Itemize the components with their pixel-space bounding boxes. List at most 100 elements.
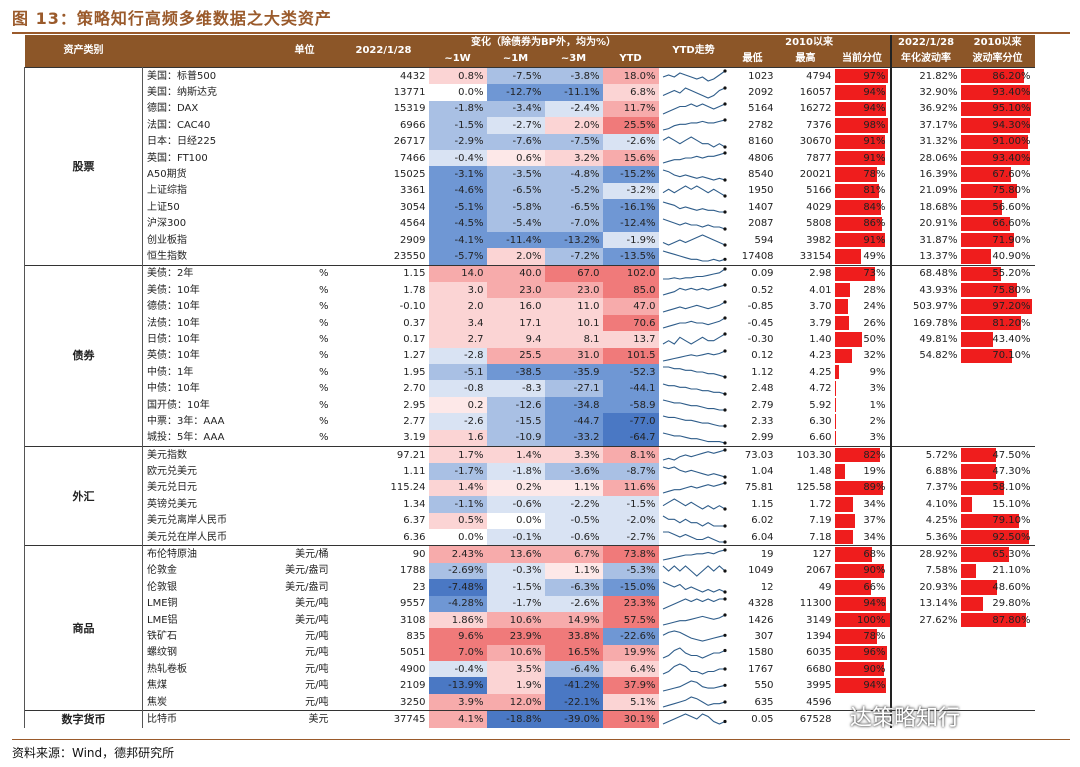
volatility-percentile-value: 67.60% [992, 169, 1031, 181]
asset-name: LME铜 [147, 598, 178, 610]
volatility-percentile-cell: 75.80% [960, 183, 1035, 199]
annual-volatility: 503.97% [889, 298, 961, 315]
unit-cell: % [318, 432, 329, 444]
sparkline-line [662, 201, 725, 213]
ytd-trend-cell [659, 166, 729, 182]
change-3m: 10.1 [544, 314, 603, 332]
percentile-value: 78% [863, 169, 886, 181]
max-since-2010: 33154 [799, 250, 832, 262]
volatility-percentile-bar [960, 283, 1017, 298]
max-since-2010: 30670 [799, 136, 832, 148]
col-asset: 资产类别 [24, 35, 143, 68]
change-3m: 1.1% [544, 479, 603, 497]
annual-volatility [889, 628, 961, 645]
change-1w: 1.6 [428, 429, 487, 447]
latest-value: 835 [406, 630, 426, 642]
min-since-2010: -0.30 [747, 333, 774, 345]
change-3m: 11.0 [544, 298, 603, 315]
volatility-percentile-cell: 79.10% [960, 513, 1035, 529]
min-since-2010: 1407 [748, 201, 774, 213]
latest-value: 3054 [400, 201, 426, 213]
latest-value: 6966 [400, 119, 426, 131]
change-1m: -2.7% [486, 117, 545, 134]
sparkline-line [662, 482, 725, 494]
change-3m: 14.9% [544, 611, 603, 629]
percentile-value: 91% [863, 152, 886, 164]
min-since-2010: 6.04 [751, 531, 774, 543]
max-since-2010: 3995 [806, 680, 832, 692]
volatility-percentile-bar [960, 596, 983, 611]
unit-cell: % [318, 415, 329, 427]
volatility-percentile-cell: 21.10% [960, 563, 1035, 579]
change-ytd: 18.0% [602, 67, 659, 85]
annual-volatility: 169.78% [889, 314, 961, 332]
sparkline-line [662, 465, 725, 478]
latest-value: 2909 [400, 234, 426, 246]
annual-volatility: 21.82% [889, 67, 961, 85]
table-row: 城投：5年：AAA% 3.19 1.6 -10.9 -33.2 -64.7 2.99 6.60… [25, 429, 1080, 447]
sparkline-end-dot [722, 316, 727, 320]
change-3m: -7.0% [544, 215, 603, 232]
sparkline-line [662, 647, 725, 659]
sparkline-line [662, 366, 725, 378]
annual-volatility: 32.90% [889, 84, 961, 101]
change-ytd: 6.8% [602, 84, 659, 101]
latest-value: 2.70 [403, 383, 426, 395]
latest-value: 1.95 [403, 366, 426, 378]
asset-name: 英镑兑美元 [147, 498, 197, 510]
sparkline-line [662, 103, 725, 115]
figure-title: 图 13：策略知行高频多维数据之大类资产 [12, 9, 332, 28]
volatility-percentile-bar [960, 332, 993, 347]
latest-value: 4900 [400, 663, 426, 675]
ytd-trend-cell [659, 480, 729, 496]
asset-name: 美国：纳斯达克 [147, 87, 217, 99]
percentile-value: 94% [863, 680, 886, 692]
ytd-trend-cell [659, 331, 729, 347]
ytd-trend-cell [659, 430, 729, 447]
table-row: 数字货币 比特币 美元 37745 4.1% -18.8% -39.0% 30.1% 0.05 6… [24, 710, 1080, 728]
volatility-percentile-cell: 55.20% [960, 264, 1035, 283]
sparkline-line [662, 696, 725, 708]
change-ytd: -22.6% [602, 628, 659, 645]
percentile-bar [834, 497, 854, 512]
annual-volatility: 13.14% [889, 595, 961, 612]
min-since-2010: 0.09 [728, 264, 777, 283]
sparkline-end-dot [722, 194, 727, 198]
change-3m: 6.7% [544, 545, 603, 563]
ytd-trend-cell [659, 529, 729, 546]
sparkline-end-dot [722, 547, 727, 552]
unit-cell: % [318, 383, 329, 395]
change-1w: 14.0 [428, 264, 487, 283]
min-since-2010: 594 [754, 234, 774, 246]
latest-value: 0.17 [403, 333, 426, 345]
annual-volatility: 18.68% [889, 199, 961, 216]
sparkline-end-dot [722, 667, 727, 671]
change-ytd: 30.1% [602, 710, 659, 728]
max-since-2010: 16272 [799, 103, 832, 115]
percentile-cell: 96% [834, 645, 891, 661]
change-1m: -8.3 [486, 380, 545, 397]
volatility-percentile-cell: 93.40% [960, 84, 1035, 100]
latest-value: 23 [412, 581, 426, 593]
ytd-sparkline [662, 201, 727, 214]
change-1w: -3.1% [428, 166, 487, 183]
percentile-bar [834, 348, 853, 364]
change-1m: -3.5% [486, 166, 545, 183]
unit-cell: % [318, 301, 329, 313]
min-since-2010: 8540 [748, 169, 774, 181]
min-since-2010: 635 [754, 696, 774, 708]
volatility-percentile-cell: 93.40% [960, 150, 1035, 166]
percentile-value: 73% [863, 268, 886, 280]
volatility-percentile-bar [960, 480, 1004, 496]
change-1w: 0.5% [428, 512, 487, 529]
ytd-sparkline [662, 498, 727, 511]
percentile-value: 68% [863, 549, 886, 561]
percentile-cell: 26% [834, 315, 891, 331]
col-m1: ~1M [486, 51, 545, 68]
change-1w: -2.8 [428, 347, 487, 365]
latest-value: 3108 [400, 614, 426, 626]
volatility-percentile-bar [960, 200, 1003, 215]
footer-rule [12, 739, 1070, 740]
percentile-cell: 81% [834, 183, 891, 199]
latest-value: 2.95 [403, 399, 426, 411]
